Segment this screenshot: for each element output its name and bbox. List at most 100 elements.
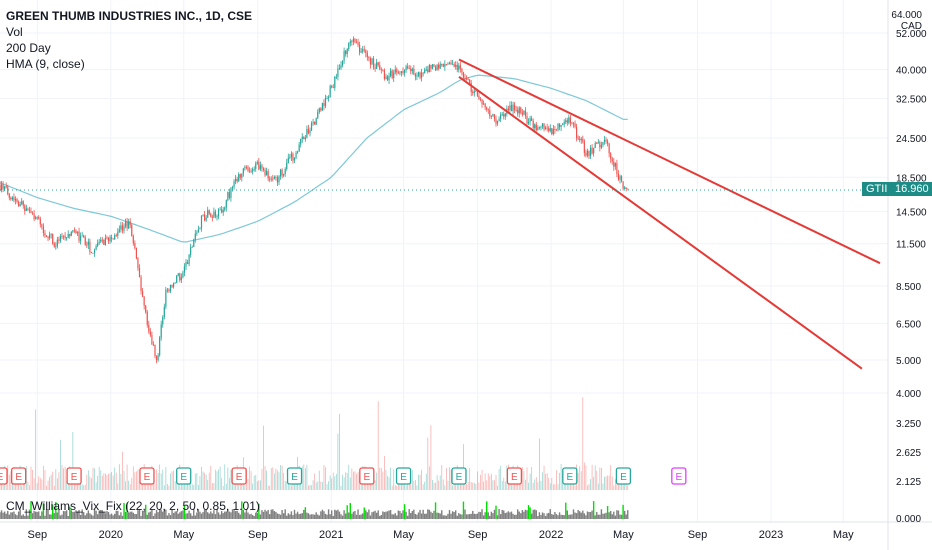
legend-ma[interactable]: 200 Day [6, 41, 51, 55]
candle-body [386, 76, 389, 81]
candle-body [13, 197, 15, 201]
candle-body [414, 74, 416, 77]
candle-body [376, 62, 378, 69]
candle-body [117, 231, 119, 236]
x-tick-label: May [613, 529, 634, 541]
candle-body [28, 209, 31, 212]
candle-body [459, 65, 461, 69]
candle-body [529, 118, 531, 122]
candle-body [341, 60, 344, 66]
earnings-marker [231, 467, 247, 485]
candle-body [483, 103, 485, 105]
candle-body [227, 192, 229, 201]
candle-body [346, 48, 348, 55]
candle-body [402, 71, 404, 74]
candle-body [317, 112, 319, 119]
symbol-title[interactable]: GREEN THUMB INDUSTRIES INC., 1D, CSE [6, 9, 253, 23]
candle-body [500, 114, 502, 119]
legend-hma[interactable]: HMA (9, close) [6, 57, 85, 71]
candle-body [30, 211, 32, 213]
candle-body [465, 78, 468, 80]
candle-body [408, 68, 410, 70]
candle-body [111, 237, 113, 239]
candle-body [396, 69, 398, 73]
candle-body [124, 221, 127, 227]
candle-body [481, 99, 483, 105]
candle-body [588, 150, 590, 157]
price-axis[interactable]: 52.000 40.000 32.500 24.500 18.500 14.500 11.5… [896, 29, 927, 525]
y-tick-label: 40.000 [896, 66, 927, 77]
candle-body [217, 209, 220, 217]
candle-body [385, 76, 387, 79]
candle-body [27, 208, 29, 210]
candle-body [555, 130, 558, 131]
earnings-marker-label: E [363, 472, 370, 483]
candle-body [574, 123, 576, 127]
time-axis[interactable]: Sep 2020 May Sep 2021 May Sep 2022 May Sep 2023 May [28, 529, 855, 541]
symbol-tag: GTII [862, 182, 892, 196]
candle-body [244, 166, 246, 169]
candle-body [163, 306, 165, 318]
candle-body [512, 104, 514, 112]
candle-body [473, 90, 475, 93]
candle-body [397, 72, 399, 74]
candle-body [340, 65, 342, 69]
earnings-marker-label: E [456, 472, 463, 483]
candle-body [162, 317, 164, 325]
candle-body [579, 138, 581, 141]
candle-body [540, 126, 542, 128]
candle-body [298, 144, 300, 152]
y-tick-label: 8.500 [896, 282, 921, 293]
candle-body [145, 305, 147, 313]
candle-body [510, 105, 513, 112]
candle-body [241, 173, 243, 178]
candle-body [183, 266, 186, 273]
candle-body [154, 344, 156, 357]
candle-body [231, 187, 234, 189]
earnings-marker-label: E [15, 472, 22, 483]
candle-body [444, 64, 446, 67]
candle-body [140, 277, 142, 291]
candle-body [148, 324, 150, 332]
candle-body [624, 187, 626, 189]
ma-200-line [0, 74, 628, 243]
candle-body [53, 243, 55, 247]
earnings-marker-label: E [400, 472, 407, 483]
indicator-label[interactable]: CM_Williams_Vix_Fix (22, 20, 2, 50, 0.85… [6, 499, 260, 513]
candle-body [45, 235, 48, 237]
x-tick-label: 2023 [759, 529, 783, 541]
candle-body [447, 63, 449, 65]
candle-body [72, 230, 74, 232]
trendlines[interactable] [458, 58, 881, 370]
candle-body [58, 239, 60, 241]
candle-body [22, 201, 24, 206]
candle-body [419, 72, 421, 78]
candle-body [422, 72, 424, 74]
candle-body [38, 217, 40, 219]
candle-body [248, 170, 251, 172]
candle-body [69, 233, 71, 236]
candle-body [318, 108, 320, 113]
candle-body [84, 237, 86, 245]
candle-body [589, 147, 592, 157]
candle-body [233, 181, 235, 188]
candle-body [582, 139, 584, 142]
candle-body [448, 62, 451, 64]
candle-body [580, 139, 582, 141]
candle-body [112, 238, 114, 240]
candle-body [300, 139, 302, 145]
candle-body [498, 118, 500, 121]
earnings-markers[interactable]: EEEEEEEEEEEEEE [0, 467, 687, 485]
candle-body [594, 143, 596, 149]
candle-body [442, 64, 444, 67]
y-tick-label: 4.000 [896, 389, 921, 400]
candle-body [362, 49, 364, 52]
candle-body [458, 65, 460, 70]
candle-body [617, 174, 620, 180]
candle-body [303, 136, 305, 140]
candle-body [360, 51, 362, 53]
legend-vol[interactable]: Vol [6, 25, 23, 39]
candle-body [424, 69, 426, 74]
candle-body [537, 127, 539, 131]
